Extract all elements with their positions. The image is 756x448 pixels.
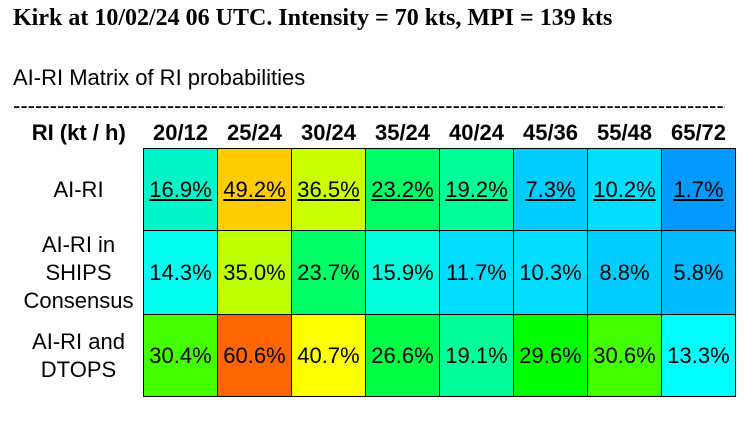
- probability-cell: 5.8%: [661, 230, 736, 315]
- probability-value: 26.6%: [371, 342, 434, 368]
- matrix-row: AI-RI and DTOPS 30.4% 60.6% 40.7% 26.6% 19.1%…: [14, 314, 736, 397]
- probability-link[interactable]: 10.2%: [593, 176, 656, 202]
- column-header: RI (kt / h): [31, 120, 126, 146]
- probability-cell: 23.7%: [291, 230, 366, 315]
- probability-cell: 8.8%: [587, 230, 662, 315]
- probability-link[interactable]: 49.2%: [223, 176, 286, 202]
- probability-link[interactable]: 16.9%: [149, 176, 212, 202]
- probability-value: 13.3%: [667, 342, 730, 368]
- subtitle: AI-RI Matrix of RI probabilities: [13, 65, 306, 90]
- probability-cell: 30.6%: [587, 314, 662, 397]
- matrix-row: AI-RI 16.9% 49.2% 36.5% 23.2% 19.2% 7.3% 10.2% 1…: [14, 148, 736, 231]
- probability-link[interactable]: 36.5%: [297, 176, 360, 202]
- column-header: 35/24: [374, 120, 431, 145]
- title: Kirk at 10/02/24 06 UTC. Intensity = 70 …: [13, 5, 613, 31]
- probability-value: 35.0%: [223, 259, 286, 285]
- probability-cell: 11.7%: [439, 230, 514, 315]
- probability-link[interactable]: 7.3%: [525, 176, 576, 202]
- divider: ----------------------------------------…: [13, 93, 725, 118]
- probability-value: 14.3%: [149, 259, 212, 285]
- probability-value: 8.8%: [599, 259, 650, 285]
- probability-cell: 14.3%: [143, 230, 218, 315]
- probability-cell: 29.6%: [513, 314, 588, 397]
- row-label: AI-RI: [53, 176, 104, 202]
- probability-link[interactable]: 23.2%: [371, 176, 434, 202]
- probability-cell: 19.2%: [439, 148, 514, 231]
- column-header: 25/24: [226, 120, 283, 145]
- probability-cell: 23.2%: [365, 148, 440, 231]
- probability-value: 10.3%: [519, 259, 582, 285]
- column-header: 65/72: [670, 120, 727, 145]
- header-row: RI (kt / h) 20/12 25/24 30/24 35/24 40/24 45/3…: [14, 118, 736, 149]
- probability-cell: 30.4%: [143, 314, 218, 397]
- column-header: 45/36: [522, 120, 579, 145]
- probability-cell: 1.7%: [661, 148, 736, 231]
- column-header: 20/12: [152, 120, 209, 145]
- probability-value: 5.8%: [673, 259, 724, 285]
- column-header: 40/24: [448, 120, 505, 145]
- probability-value: 11.7%: [446, 259, 507, 285]
- probability-cell: 36.5%: [291, 148, 366, 231]
- column-header: 55/48: [596, 120, 653, 145]
- probability-value: 15.9%: [371, 259, 434, 285]
- probability-cell: 60.6%: [217, 314, 292, 397]
- probability-cell: 16.9%: [143, 148, 218, 231]
- probability-cell: 7.3%: [513, 148, 588, 231]
- probability-value: 30.4%: [149, 342, 212, 368]
- probability-cell: 49.2%: [217, 148, 292, 231]
- row-label: AI-RI and DTOPS: [32, 328, 125, 382]
- probability-value: 40.7%: [297, 342, 360, 368]
- probability-value: 29.6%: [519, 342, 582, 368]
- probability-value: 60.6%: [223, 342, 286, 368]
- probability-value: 19.1%: [445, 342, 508, 368]
- probability-cell: 40.7%: [291, 314, 366, 397]
- probability-value: 23.7%: [297, 259, 360, 285]
- probability-link[interactable]: 19.2%: [445, 176, 508, 202]
- probability-value: 30.6%: [593, 342, 656, 368]
- probability-cell: 26.6%: [365, 314, 440, 397]
- probability-cell: 13.3%: [661, 314, 736, 397]
- probability-cell: 15.9%: [365, 230, 440, 315]
- row-label: AI-RI in SHIPS Consensus: [23, 231, 134, 313]
- ri-matrix: RI (kt / h) 20/12 25/24 30/24 35/24 40/24 45/3…: [14, 118, 736, 397]
- probability-cell: 35.0%: [217, 230, 292, 315]
- matrix-row: AI-RI in SHIPS Consensus 14.3% 35.0% 23.7% 1…: [14, 230, 736, 315]
- column-header: 30/24: [300, 120, 357, 145]
- probability-cell: 19.1%: [439, 314, 514, 397]
- probability-cell: 10.3%: [513, 230, 588, 315]
- probability-cell: 10.2%: [587, 148, 662, 231]
- probability-link[interactable]: 1.7%: [673, 176, 724, 202]
